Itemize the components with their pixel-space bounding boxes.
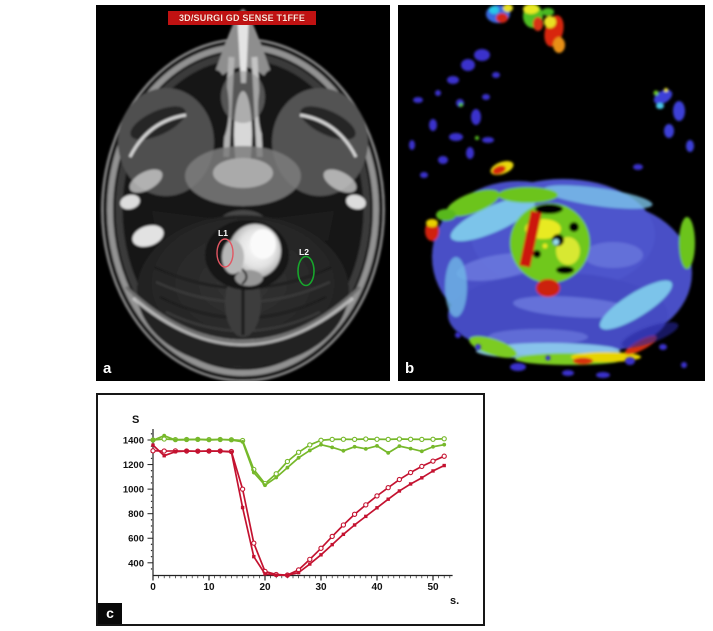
svg-text:40: 40 [371, 582, 383, 593]
svg-text:20: 20 [259, 582, 271, 593]
svg-text:1000: 1000 [123, 485, 144, 496]
panel-a-letter: a [103, 360, 112, 377]
svg-text:1400: 1400 [123, 436, 144, 447]
svg-text:s.: s. [450, 595, 459, 607]
panel-b-letter: b [405, 360, 415, 377]
roi-l1-label: L1 [218, 228, 228, 238]
svg-text:0: 0 [150, 582, 156, 593]
svg-text:1200: 1200 [123, 460, 144, 471]
roi-overlays: L1 L2 [216, 228, 315, 287]
mri-panel: L1 L2 3D/SURGI GD SENSE T1FFE a [96, 5, 390, 381]
svg-text:400: 400 [128, 558, 144, 569]
svg-text:600: 600 [128, 534, 144, 545]
perfusion-panel: b [398, 5, 705, 381]
roi-l2-label: L2 [299, 247, 309, 257]
perfusion-map-image [398, 5, 705, 381]
svg-text:30: 30 [315, 582, 327, 593]
mri-image: L1 L2 [96, 5, 390, 381]
svg-text:S: S [132, 414, 139, 426]
svg-text:10: 10 [203, 582, 215, 593]
scan-sequence-banner: 3D/SURGI GD SENSE T1FFE [168, 11, 316, 25]
signal-chart: 400 600 800 1000 1200 1400 0 10 20 30 40 50 Ss. [123, 414, 459, 607]
roi-l1-ellipse [216, 238, 234, 268]
roi-l2-ellipse [297, 255, 315, 287]
panel-c-letter: c [98, 603, 122, 624]
svg-text:800: 800 [128, 509, 144, 520]
svg-text:50: 50 [427, 582, 439, 593]
